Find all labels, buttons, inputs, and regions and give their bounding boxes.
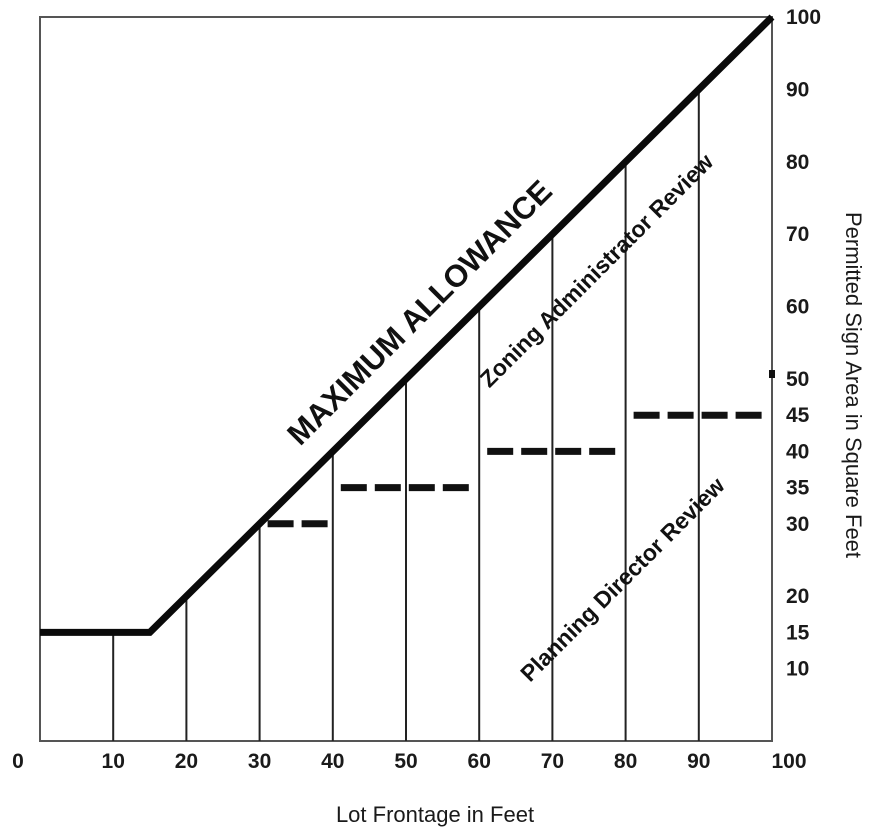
y-tick-label: 10 bbox=[786, 658, 809, 681]
x-tick-label: 100 bbox=[771, 750, 806, 773]
review-threshold-steps bbox=[267, 411, 768, 528]
x-tick-label: 80 bbox=[614, 750, 637, 773]
y-tick-label: 40 bbox=[786, 440, 809, 463]
y-tick-label: 90 bbox=[786, 78, 809, 101]
x-tick-label: 60 bbox=[468, 750, 491, 773]
right-axis-marker bbox=[769, 370, 775, 378]
x-tick-label: 30 bbox=[248, 750, 271, 773]
x-tick-label: 0 bbox=[12, 750, 24, 773]
x-tick-label: 20 bbox=[175, 750, 198, 773]
y-tick-label: 80 bbox=[786, 151, 809, 174]
x-tick-label: 10 bbox=[102, 750, 125, 773]
x-tick-label: 70 bbox=[541, 750, 564, 773]
y-tick-label: 35 bbox=[786, 477, 810, 500]
x-axis-title: Lot Frontage in Feet bbox=[336, 802, 534, 827]
annotation-maximum-allowance: MAXIMUM ALLOWANCE bbox=[280, 173, 558, 451]
annotation-planning-director-review: Planning Director Review bbox=[515, 472, 730, 687]
y-tick-labels: 100 90 80 70 60 50 45 40 35 30 20 15 10 bbox=[786, 6, 821, 681]
y-tick-label: 50 bbox=[786, 368, 809, 391]
x-tick-labels: 0 10 20 30 40 50 60 70 80 90 100 bbox=[12, 750, 806, 773]
maximum-allowance-line bbox=[40, 14, 775, 636]
y-tick-label: 60 bbox=[786, 296, 809, 319]
y-axis-title: Permitted Sign Area in Square Feet bbox=[841, 212, 866, 558]
y-tick-label: 20 bbox=[786, 585, 809, 608]
y-tick-label: 15 bbox=[786, 621, 810, 644]
gridlines bbox=[112, 89, 700, 741]
y-tick-label: 30 bbox=[786, 513, 809, 536]
x-tick-label: 40 bbox=[321, 750, 344, 773]
x-tick-label: 90 bbox=[687, 750, 710, 773]
y-tick-label: 100 bbox=[786, 6, 821, 29]
y-tick-label: 70 bbox=[786, 223, 809, 246]
x-tick-label: 50 bbox=[394, 750, 417, 773]
y-tick-label: 45 bbox=[786, 404, 810, 427]
